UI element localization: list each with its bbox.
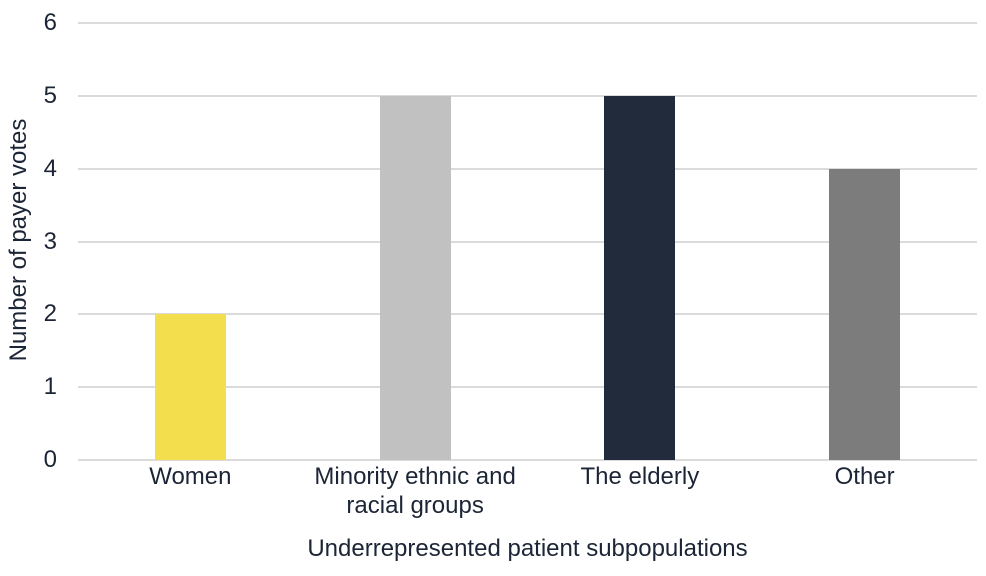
y-tick-label-3: 3 [43, 227, 57, 255]
y-axis-ticks: 0 1 2 3 4 5 6 [0, 9, 57, 473]
gridline-4 [78, 167, 977, 170]
gridline-5 [78, 94, 977, 97]
y-tick-label-5: 5 [43, 81, 57, 109]
bar-0 [154, 314, 226, 460]
x-axis-labels: Women Minority ethnic and racial groups Th… [78, 462, 977, 522]
category-label-1: Minority ethnic and racial groups [314, 463, 516, 519]
x-axis-title: Underrepresented patient subpopulations [307, 535, 748, 562]
y-tick-label-6: 6 [43, 9, 57, 36]
category-label-2: The elderly [580, 463, 700, 490]
y-tick-label-2: 2 [43, 300, 57, 328]
gridline-6 [78, 22, 977, 24]
category-label-0: Women [149, 463, 232, 490]
y-tick-label-4: 4 [43, 154, 57, 182]
bar-3 [829, 168, 901, 460]
gridline-0 [78, 459, 977, 461]
category-label-3: Other [834, 463, 895, 490]
y-tick-label-0: 0 [43, 446, 57, 473]
bar-1 [379, 95, 451, 460]
bar-2 [604, 95, 676, 460]
gridline-1 [78, 386, 977, 389]
gridline-2 [78, 313, 977, 316]
plot-area [78, 22, 977, 461]
gridline-3 [78, 240, 977, 243]
y-tick-label-1: 1 [43, 373, 57, 401]
